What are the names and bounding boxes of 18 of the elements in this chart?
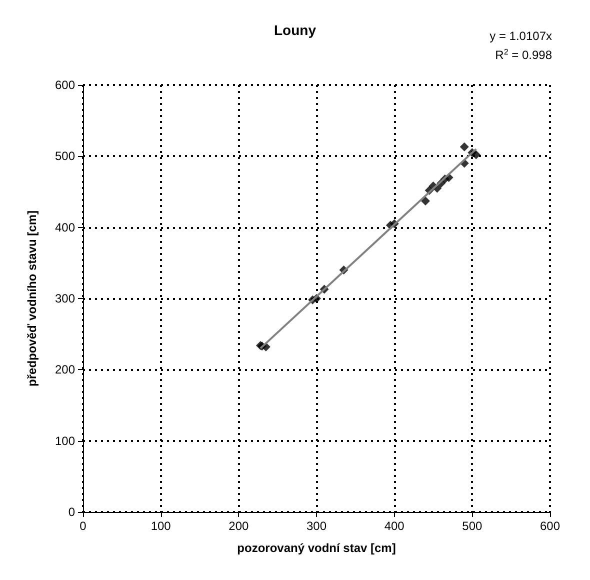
y-tick-label: 500 bbox=[54, 149, 76, 164]
text: y = 1.0107x bbox=[490, 29, 552, 43]
x-tick-label: 600 bbox=[540, 519, 560, 533]
y-tick-label: 300 bbox=[54, 292, 76, 306]
y-axis-title: předpověď vodního stavu [cm] bbox=[25, 210, 39, 386]
x-tick-label: 500 bbox=[462, 519, 482, 533]
chart-title: Louny bbox=[274, 22, 316, 38]
x-axis-title: pozorovaný vodní stav [cm] bbox=[237, 541, 396, 555]
y-tick-label: 400 bbox=[54, 220, 76, 234]
x-tick-label: 300 bbox=[306, 519, 327, 533]
x-tick-label: 0 bbox=[80, 519, 87, 533]
x-tick-label: 200 bbox=[228, 519, 249, 533]
y-tick-label: 200 bbox=[54, 362, 76, 377]
x-tick-label: 400 bbox=[384, 519, 405, 533]
x-tick-label: 100 bbox=[150, 519, 172, 533]
y-tick-label: 600 bbox=[54, 78, 76, 92]
y-tick-label: 100 bbox=[54, 434, 76, 448]
y-tick-label: 0 bbox=[68, 505, 76, 519]
